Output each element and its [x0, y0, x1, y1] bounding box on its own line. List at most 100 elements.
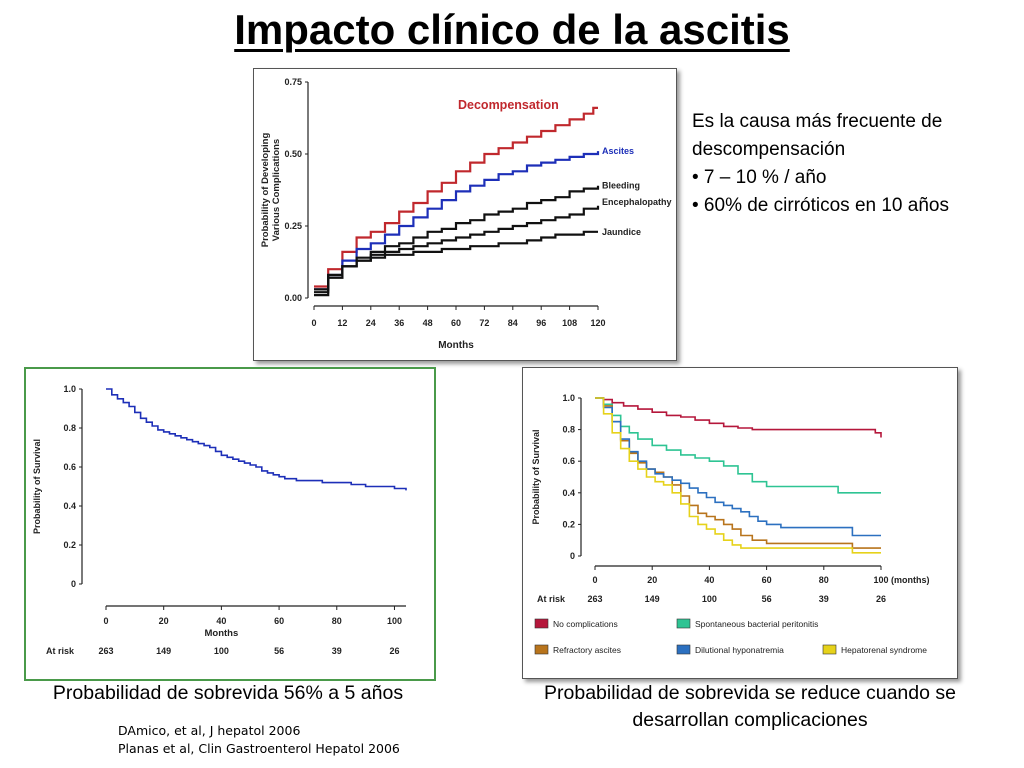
x-tick-label: 96 — [536, 318, 546, 328]
y-tick-label: 0.2 — [562, 519, 575, 529]
series-line — [314, 230, 598, 297]
at-risk-value: 56 — [274, 646, 284, 656]
y-tick-label: 0.4 — [562, 488, 575, 498]
complication-survival-chart-panel: 0 0.2 0.4 0.6 0.8 1.0 0 20 40 60 80 100 (months) At r… — [522, 367, 958, 679]
x-axis-label: (months) — [891, 575, 930, 585]
complications-chart-panel: 0.00 0.25 0.50 0.75 0 12 24 36 48 60 72 84 96 108 120 M… — [253, 68, 677, 361]
x-tick-label: 48 — [423, 318, 433, 328]
x-tick-label: 40 — [704, 575, 714, 585]
x-tick-label: 100 — [873, 575, 888, 585]
legend-label: Hepatorenal syndrome — [841, 645, 927, 655]
y-tick-label: 1.0 — [63, 384, 76, 394]
y-axis-label: Probability of Survival — [32, 439, 42, 534]
legend-label: Spontaneous bacterial peritonitis — [695, 619, 818, 629]
y-tick-label: 0.25 — [284, 221, 302, 231]
complication-survival-chart: 00.20.40.60.81.00 20 40 60 80 100 (months)At r… — [531, 393, 930, 655]
bullet-list: Es la causa más frecuente de descompensa… — [692, 108, 1012, 220]
x-tick-label: 12 — [337, 318, 347, 328]
at-risk-value: 149 — [156, 646, 171, 656]
y-tick-label: 0 — [570, 551, 575, 561]
legend-label: No complications — [553, 619, 618, 629]
series-line — [595, 397, 881, 494]
at-risk-value: 26 — [876, 594, 886, 604]
legend-label: Dilutional hyponatremia — [695, 645, 784, 655]
series-label: Bleeding — [602, 181, 640, 191]
at-risk-label: At risk — [537, 594, 566, 604]
slide-title: Impacto clínico de la ascitis — [234, 6, 790, 53]
series-line — [595, 397, 882, 438]
series-line — [595, 397, 881, 554]
x-tick-label: 108 — [562, 318, 577, 328]
complications-caption: Probabilidad de sobrevida se reduce cuan… — [544, 682, 956, 731]
x-tick-label: 0 — [592, 575, 597, 585]
y-axis-label-line: Various Complications — [271, 139, 282, 241]
x-tick-label: 24 — [366, 318, 376, 328]
series-line — [106, 388, 407, 491]
series-label: Ascites — [602, 146, 634, 156]
references: DAmico, et al, J hepatol 2006 Planas et … — [118, 722, 400, 758]
series-label: Decompensation — [458, 98, 559, 112]
y-tick-label: 0.00 — [284, 293, 302, 303]
x-tick-label: 80 — [332, 616, 342, 626]
x-tick-label: 60 — [451, 318, 461, 328]
x-tick-label: 72 — [479, 318, 489, 328]
bullet-intro: Es la causa más frecuente de descompensa… — [692, 111, 943, 160]
legend-label: Refractory ascites — [553, 645, 621, 655]
at-risk-value: 39 — [819, 594, 829, 604]
series-line — [314, 185, 600, 294]
y-tick-label: 0.6 — [562, 456, 575, 466]
y-axis-label-line: Probability of Developing — [260, 133, 271, 248]
x-tick-label: 100 — [387, 616, 402, 626]
y-axis-label: Probability of Developing Various Complic… — [260, 133, 282, 248]
x-tick-label: 84 — [508, 318, 518, 328]
y-axis-label: Probability of Survival — [531, 429, 541, 524]
series-label: Encephalopathy — [602, 197, 672, 207]
y-tick-label: 0.50 — [284, 149, 302, 159]
survival-chart-panel: 0 0.2 0.4 0.6 0.8 1.0 0 20 40 60 80 100 Months At ris… — [24, 367, 436, 681]
complications-chart: 0.00 0.25 0.50 0.75 0 12 24 36 48 60 72 84 96 108 120 M… — [260, 77, 672, 351]
at-risk-value: 100 — [214, 646, 229, 656]
legend-swatch — [822, 644, 837, 655]
reference-item: Planas et al, Clin Gastroenterol Hepatol… — [118, 741, 400, 756]
at-risk-label: At risk — [46, 646, 75, 656]
x-axis-label: Months — [204, 628, 238, 639]
y-tick-label: 0.8 — [63, 423, 76, 433]
at-risk-value: 26 — [389, 646, 399, 656]
y-tick-label: 0.6 — [63, 462, 76, 472]
x-tick-label: 40 — [216, 616, 226, 626]
bullet-item: • 60% de cirróticos en 10 años — [692, 195, 949, 216]
y-tick-label: 0.4 — [63, 501, 76, 511]
legend-swatch — [676, 618, 691, 629]
y-tick-label: 0.75 — [284, 77, 302, 87]
x-tick-label: 20 — [647, 575, 657, 585]
y-tick-label: 1.0 — [562, 393, 575, 403]
at-risk-value: 39 — [332, 646, 342, 656]
reference-item: DAmico, et al, J hepatol 2006 — [118, 723, 301, 738]
x-tick-label: 120 — [590, 318, 605, 328]
survival-chart: 0 0.2 0.4 0.6 0.8 1.0 0 20 40 60 80 100 Months At ris… — [32, 384, 407, 656]
legend-swatch — [534, 618, 549, 629]
y-tick-label: 0.2 — [63, 540, 76, 550]
x-tick-label: 0 — [103, 616, 108, 626]
x-tick-label: 20 — [159, 616, 169, 626]
x-tick-label: 60 — [274, 616, 284, 626]
series-line — [314, 106, 598, 288]
bullet-item: • 7 – 10 % / año — [692, 167, 827, 188]
x-tick-label: 60 — [762, 575, 772, 585]
at-risk-value: 100 — [702, 594, 717, 604]
at-risk-value: 149 — [645, 594, 660, 604]
x-axis-label: Months — [438, 340, 474, 351]
y-tick-label: 0.8 — [562, 425, 575, 435]
x-tick-label: 0 — [311, 318, 316, 328]
survival-caption: Probabilidad de sobrevida 56% a 5 años — [52, 682, 404, 704]
x-tick-label: 80 — [819, 575, 829, 585]
at-risk-value: 263 — [587, 594, 602, 604]
legend-swatch — [676, 644, 691, 655]
legend-swatch — [534, 644, 549, 655]
series-label: Jaundice — [602, 227, 641, 237]
at-risk-value: 56 — [762, 594, 772, 604]
at-risk-value: 263 — [98, 646, 113, 656]
y-tick-label: 0 — [71, 579, 76, 589]
series-line — [314, 151, 600, 291]
x-tick-label: 36 — [394, 318, 404, 328]
